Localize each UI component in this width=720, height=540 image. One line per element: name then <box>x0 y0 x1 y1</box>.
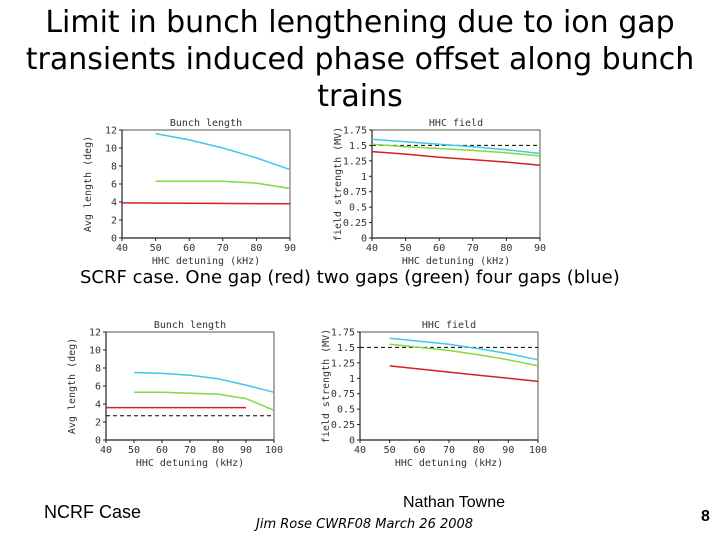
y-tick-label: 8 <box>111 162 117 173</box>
x-tick-label: 100 <box>529 445 547 456</box>
y-tick-label: 0.25 <box>331 420 355 431</box>
y-tick-label: 6 <box>95 382 101 393</box>
x-tick-label: 70 <box>217 243 229 254</box>
y-tick-label: 12 <box>105 126 117 137</box>
x-tick-label: 50 <box>128 445 140 456</box>
plot-frame <box>122 129 291 238</box>
chart-ncrf-hhc-field: HHC field 0 0.25 0.5 0.75 1 1.25 1.5 1.75 40 50 60 7… <box>321 320 547 469</box>
y-axis-label: Avg length (deg) <box>67 338 78 434</box>
y-tick-label: 0.25 <box>343 218 367 229</box>
x-tick-label: 80 <box>473 445 485 456</box>
x-tick-label: 50 <box>400 243 412 254</box>
y-tick-label: 0 <box>349 436 355 447</box>
x-tick-label: 90 <box>502 445 514 456</box>
series-line-one-gap <box>389 365 539 383</box>
y-tick-label: 1.25 <box>343 156 367 167</box>
page-number: 8 <box>701 508 710 525</box>
y-tick-label: 0.5 <box>337 405 355 416</box>
chart-scrf-bunch-length: Bunch length 0 2 4 6 8 10 12 40 50 60 70 80 90 HHC det… <box>83 118 296 267</box>
y-tick-label: 1.5 <box>349 141 367 152</box>
author-name: Nathan Towne <box>403 494 505 511</box>
chart-scrf-hhc-field: HHC field 0 0.25 0.5 0.75 1 1.25 1.5 1.75 40 50 60 7… <box>333 118 546 267</box>
y-tick-label: 2 <box>95 418 101 429</box>
y-tick-label: 0.5 <box>349 203 367 214</box>
series-line-two-gaps <box>155 180 291 190</box>
x-axis-label: HHC detuning (kHz) <box>136 458 244 469</box>
series-line-four-gaps <box>371 138 541 155</box>
plot-frame <box>372 129 541 238</box>
x-tick-label: 40 <box>100 445 112 456</box>
ncrf-case-label: NCRF Case <box>44 502 142 522</box>
x-tick-label: 70 <box>184 445 196 456</box>
y-axis-label: Avg length (deg) <box>83 136 94 232</box>
y-tick-label: 0 <box>111 234 117 245</box>
y-tick-label: 1.75 <box>343 126 367 137</box>
x-tick-label: 90 <box>284 243 296 254</box>
y-tick-label: 8 <box>95 364 101 375</box>
x-tick-label: 90 <box>240 445 252 456</box>
x-tick-label: 60 <box>413 445 425 456</box>
y-tick-label: 0.75 <box>331 389 355 400</box>
x-tick-label: 40 <box>116 243 128 254</box>
plot-frame <box>106 331 275 440</box>
scrf-caption: SCRF case. One gap (red) two gaps (green… <box>80 267 620 288</box>
x-tick-label: 50 <box>150 243 162 254</box>
y-tick-label: 10 <box>105 144 117 155</box>
x-tick-label: 60 <box>156 445 168 456</box>
axes <box>359 332 538 441</box>
y-tick-label: 1 <box>361 172 367 183</box>
x-tick-label: 80 <box>500 243 512 254</box>
chart-ncrf-bunch-length: Bunch length 0 2 4 6 8 10 12 40 50 60 70 80 90 100 HHC … <box>67 320 283 469</box>
x-axis-label: HHC detuning (kHz) <box>152 256 260 267</box>
plot-frame <box>360 331 539 440</box>
x-tick-label: 50 <box>384 445 396 456</box>
x-tick-label: 90 <box>534 243 546 254</box>
x-tick-label: 60 <box>183 243 195 254</box>
series-line-four-gaps <box>133 371 275 394</box>
x-axis-label: HHC detuning (kHz) <box>402 256 510 267</box>
chart-title: Bunch length <box>154 320 226 331</box>
y-tick-label: 10 <box>89 346 101 357</box>
chart-title: HHC field <box>422 320 476 331</box>
y-tick-label: 1 <box>349 374 355 385</box>
y-axis-label: field strength (MV) <box>321 329 332 443</box>
y-tick-label: 0.75 <box>343 187 367 198</box>
x-tick-label: 80 <box>212 445 224 456</box>
y-tick-label: 1.5 <box>337 343 355 354</box>
x-tick-label: 60 <box>433 243 445 254</box>
y-tick-label: 12 <box>89 328 101 339</box>
series-line-one-gap <box>371 150 541 166</box>
series-line-four-gaps <box>155 132 291 171</box>
x-tick-label: 40 <box>366 243 378 254</box>
chart-title: Bunch length <box>170 118 242 129</box>
x-tick-label: 70 <box>443 445 455 456</box>
x-tick-label: 40 <box>354 445 366 456</box>
slide-title: Limit in bunch lengthening due to ion ga… <box>25 5 695 114</box>
y-tick-label: 0 <box>361 234 367 245</box>
series-line-two-gaps <box>134 391 275 411</box>
y-tick-label: 4 <box>95 400 101 411</box>
event-footer: Jim Rose CWRF08 March 26 2008 <box>256 517 474 532</box>
series-line-four-gaps <box>389 337 539 361</box>
y-tick-label: 4 <box>111 198 117 209</box>
y-tick-label: 1.25 <box>331 358 355 369</box>
series-line-one-gap <box>121 202 291 205</box>
x-axis-label: HHC detuning (kHz) <box>395 458 503 469</box>
x-tick-label: 100 <box>265 445 283 456</box>
y-tick-label: 6 <box>111 180 117 191</box>
y-axis-label: field strength (MV) <box>333 127 344 241</box>
x-tick-label: 70 <box>467 243 479 254</box>
series-line-two-gaps <box>371 143 541 157</box>
x-tick-label: 80 <box>250 243 262 254</box>
series-line-two-gaps <box>389 343 539 367</box>
y-tick-label: 0 <box>95 436 101 447</box>
y-tick-label: 2 <box>111 216 117 227</box>
y-tick-label: 1.75 <box>331 328 355 339</box>
chart-title: HHC field <box>429 118 483 129</box>
